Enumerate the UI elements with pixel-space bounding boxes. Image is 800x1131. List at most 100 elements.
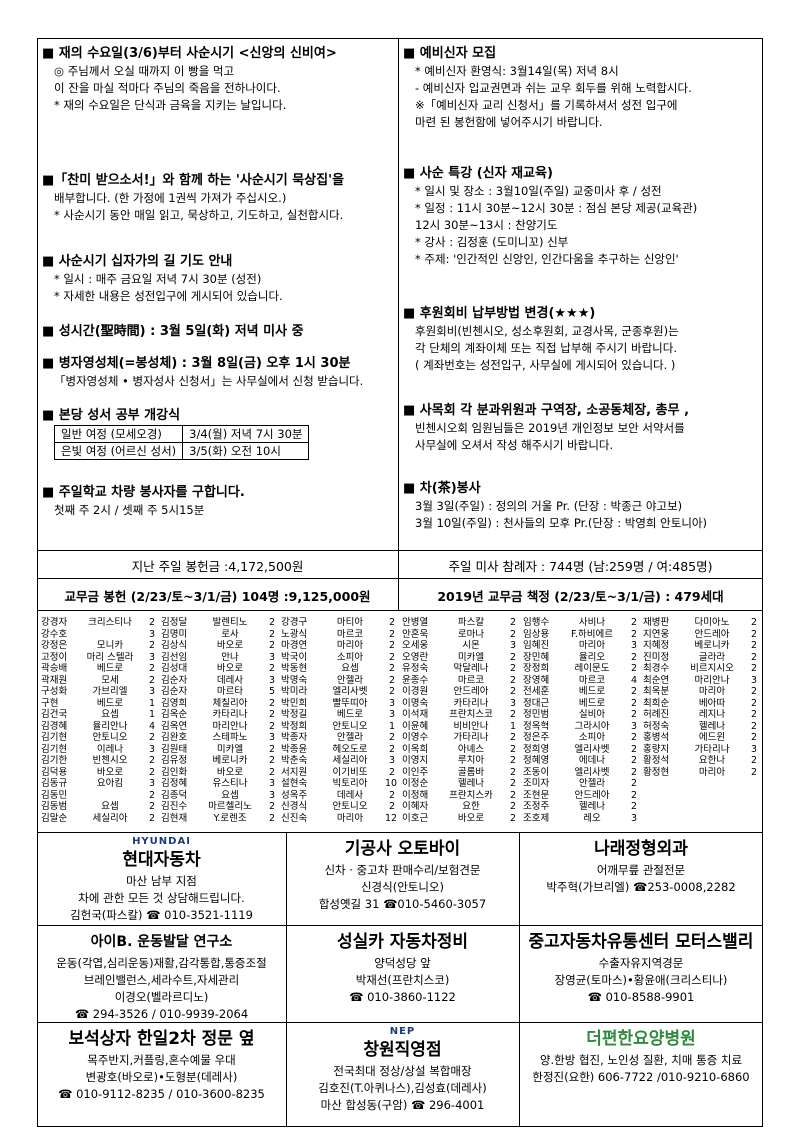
ad-title: 중고자동차유통센터 모터스밸리 [528,932,754,952]
member-count: 2 [388,628,395,640]
baptismal-name: 가타리나 [694,743,730,755]
section-header: 교무금 봉헌 (2/23/토~3/1/금) 104명 :9,125,000원 [64,589,371,604]
member-count: 3 [509,640,516,651]
ad-title: 더편한요양병원 [586,1029,696,1049]
notice: ■ 사목회 각 분과위원과 구역장, 소공동체장, 총무 , 빈첸시오회 임원님들… [403,402,758,454]
baptismal-name: 사비나 [578,617,606,628]
member-name: 이옥희 [402,743,429,755]
ad: 더편한요양병원 양.한방 협진, 노인성 질환, 치매 통증 치료 한정진(요한) … [521,1026,761,1124]
member-count: 2 [750,640,757,651]
member-row: 조미자 안젤라 2 [523,778,639,790]
member-name: 안병열 [402,617,429,628]
ad-line: 한정진(요한) 606-7722 /010-9210-6860 [532,1070,750,1084]
baptismal-name: 마리안나 [212,720,248,732]
member-row: 김기한 빈첸시오 2 [41,755,157,767]
notice: ■ 예비신자 모집 * 예비신자 환영식: 3월14일(목) 저녁 8시 - 예비신… [403,45,758,131]
offering-total: 지난 주일 봉헌금 :4,172,500원 [131,559,304,574]
member-name: 정민범 [523,709,550,720]
member-name: 지연웅 [643,628,670,640]
notice-line: * 강사 : 김정훈 (도미니꼬) 신부 [415,235,569,249]
notice-line: 마련 된 봉헌함에 넣어주시기 바랍니다. [415,115,603,129]
baptismal-name: 헤오도로 [332,743,368,755]
notice: ■「찬미 받으소서!」와 함께 하는 '사순시기 묵상집'을 배부합니다. (한 … [42,172,397,224]
baptismal-name: 미카엘 [457,651,485,663]
notice-line: 3월 10일(주일) : 천사들의 모후 Pr.(단장 : 박영희 안토니아) [415,516,707,530]
member-count: 2 [148,789,155,801]
baptismal-name: 바오로 [216,640,244,651]
member-name: 김건국 [41,709,68,720]
member-count: 2 [268,801,275,812]
member-row: 허례진 레지나 2 [643,709,759,721]
baptismal-name: 베드로 [96,697,124,709]
baptismal-name: 베아따 [698,697,726,709]
member-row: 홍병석 에드윈 2 [643,732,759,744]
notice-line: * 재의 수요일은 단식과 금육을 지키는 날입니다. [54,98,287,112]
member-row: 황정현 마리아 2 [643,767,759,779]
baptismal-name: 체칠리아 [212,697,248,709]
baptismal-name: 안드레아 [694,628,730,640]
member-row: 박동현 요셉 2 [281,663,397,675]
ad: 아이B. 운동발달 연구소 운동(각엽,심리운동)재활,감각통합,통증조절 브레인밸… [39,929,284,1020]
member-count: 2 [388,686,395,697]
baptismal-name: 요셉 [101,709,119,720]
member-name: 오영란 [402,651,429,663]
member-name: 이윤혜 [402,720,429,732]
member-row: 윤종수 마르코 2 [402,675,518,687]
member-name: 김정혜 [161,778,188,789]
divider [519,832,520,1126]
member-name: 최순연 [643,674,670,686]
member-name: 박국이 [281,651,308,663]
ad-title: 창원직영점 [363,1040,442,1060]
notice-line: * 일시 : 매주 금요일 저녁 7시 30분 (성전) [54,272,262,286]
member-name: 윤종수 [402,674,429,686]
member-name: 전세훈 [523,686,550,697]
member-row: 이영수 가타리나 2 [402,732,518,744]
member-count: 2 [268,720,275,732]
baptismal-name: 에드윈 [698,732,726,743]
member-row: 이명숙 카타리나 3 [402,698,518,710]
notice-line: * 예비신자 환영식: 3월14일(목) 저녁 8시 [415,64,619,78]
notice-title: ■ 사순시기 십자가의 길 기도 안내 [42,254,233,269]
member-name: 김정달 [161,617,188,628]
divider [37,610,763,611]
baptismal-name: 헬레나 [578,801,606,812]
member-row: 박정길 베드로 3 [281,709,397,721]
notice-line: ※「예비신자 교리 신청서」를 기록하셔서 성전 입구에 [415,98,678,112]
member-row: 최경수 비르지시오 2 [643,663,759,675]
baptismal-name: 바오로 [216,766,244,778]
ad: 중고자동차유통센터 모터스밸리 수출자유지역경문 장영균(토마스)•황윤애(크리스티… [521,929,761,1020]
member-count: 2 [268,766,275,778]
member-name: 김영희 [161,697,188,709]
member-row: 김완호 스테파노 3 [161,732,277,744]
baptismal-name: 이기비또 [332,766,368,778]
member-count: 2 [388,617,395,628]
member-name: 이영지 [402,755,429,766]
baptismal-name: 소피아 [336,651,364,663]
member-count: 2 [509,789,516,801]
ad-line: 변광호(바오로)•도형분(데레사) [85,1070,238,1084]
member-count: 1 [509,720,516,732]
ad-line: 어깨무릎 관절전문 [596,863,686,877]
member-name: 서지원 [281,766,308,778]
member-count: 2 [148,674,155,686]
baptismal-name: 안드레아 [574,789,610,801]
member-name: 박미라 [281,686,308,697]
member-name: 신경식 [281,801,308,812]
member-count: 3 [388,697,395,709]
member-name: 홍량지 [643,743,670,755]
member-count: 2 [509,778,516,789]
member-row: 유정숙 막달레나 2 [402,663,518,675]
ad-line: ☎ 294-3526 / 010-9939-2064 [74,1007,249,1020]
member-name: 정은주 [523,732,550,743]
ad-line: 운동(각엽,심리운동)재활,감각통합,통증조절 [56,956,267,970]
baptismal-name: 마르코 [336,628,364,640]
member-count: 2 [268,755,275,766]
ad: NEP 창원직영점 전국최대 정상/상설 복합매장 김호진(T.아퀴나스),김성효(데… [288,1026,517,1124]
member-count: 2 [388,663,395,674]
member-row: 김옥순 카타리나 2 [161,709,277,721]
member-count: 2 [388,651,395,663]
member-row: 신진숙 마리아 12 [281,813,397,825]
member-count: 3 [268,732,275,743]
member-count: 3 [388,755,395,766]
